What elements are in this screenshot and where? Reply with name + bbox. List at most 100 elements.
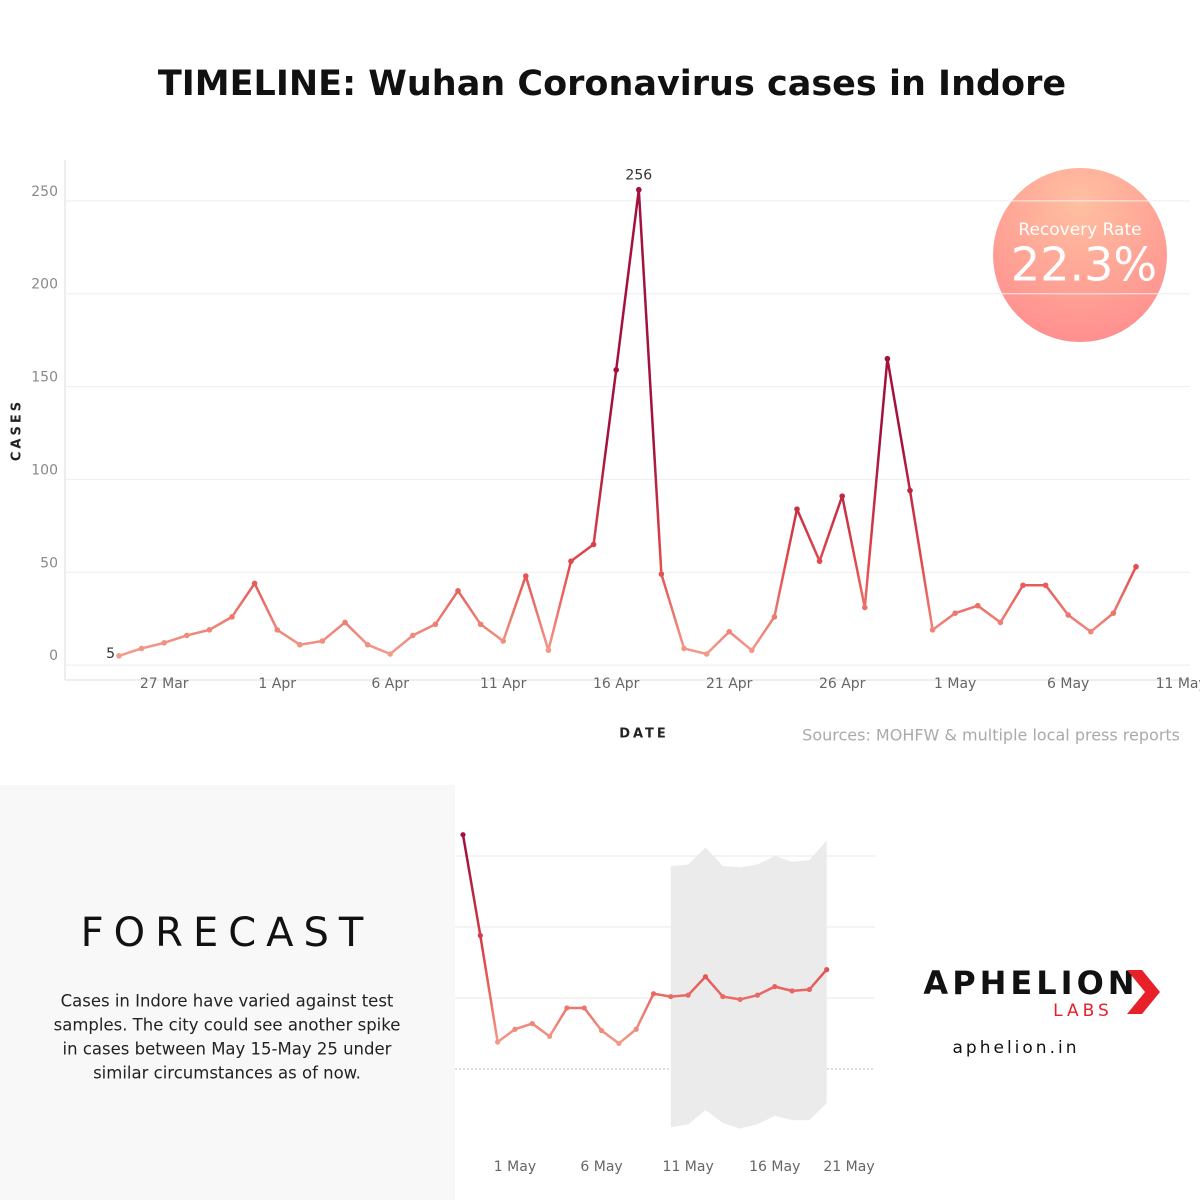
badge-label: Recovery Rate xyxy=(1018,220,1141,240)
point xyxy=(1020,582,1026,589)
point xyxy=(703,651,710,657)
point xyxy=(297,641,303,648)
x-tick-label: 6 May xyxy=(580,1159,622,1175)
data-label: 256 xyxy=(625,168,652,184)
point xyxy=(794,506,800,512)
point xyxy=(477,621,484,628)
x-tick-label: 16 Apr xyxy=(593,676,640,692)
point xyxy=(410,632,416,639)
point xyxy=(975,602,981,609)
point xyxy=(952,610,958,616)
point xyxy=(184,632,190,639)
y-tick-label: 50 xyxy=(40,555,58,571)
point xyxy=(907,487,913,494)
point xyxy=(789,988,795,994)
source: Sources: MOHFW & multiple local press re… xyxy=(802,726,1180,745)
x-tick-label: 1 May xyxy=(934,676,976,692)
y-tick-label: 250 xyxy=(31,184,58,200)
point xyxy=(685,992,691,998)
point xyxy=(364,641,371,648)
point xyxy=(495,1039,501,1045)
x-tick-label: 16 May xyxy=(749,1159,800,1175)
point xyxy=(862,604,868,611)
forecast-text: similar circumstances as of now. xyxy=(93,1064,361,1083)
point xyxy=(771,614,778,620)
x-axis-label: DATE xyxy=(619,727,669,742)
badge-value: 22.3% xyxy=(1011,238,1157,292)
point xyxy=(772,984,778,990)
point xyxy=(824,967,830,973)
point xyxy=(545,647,552,654)
forecast-chart xyxy=(455,832,875,1129)
forecast-panel-bg xyxy=(0,785,455,1200)
line xyxy=(461,834,828,1045)
point xyxy=(839,493,845,499)
point xyxy=(1088,628,1094,635)
point xyxy=(681,645,687,652)
x-tick-label: 6 May xyxy=(1047,676,1089,692)
point xyxy=(633,1026,639,1032)
point xyxy=(997,619,1004,626)
y-tick-label: 200 xyxy=(31,277,58,293)
forecast-text: in cases between May 15-May 25 under xyxy=(63,1040,392,1059)
x-tick-label: 1 May xyxy=(494,1159,536,1175)
point xyxy=(1042,582,1049,589)
point xyxy=(884,355,891,362)
x-tick-label: 26 Apr xyxy=(819,676,866,692)
point xyxy=(523,573,529,579)
logo-url: aphelion.in xyxy=(953,1038,1080,1058)
point xyxy=(161,640,167,646)
point xyxy=(616,1040,622,1047)
point xyxy=(206,627,213,633)
forecast-text: samples. The city could see another spik… xyxy=(54,1016,401,1035)
logo-sub: LABS xyxy=(1053,1001,1113,1021)
y-tick-label: 0 xyxy=(49,648,58,664)
point xyxy=(342,619,348,626)
y-tick-label: 150 xyxy=(31,370,58,386)
point xyxy=(726,628,732,635)
point xyxy=(116,653,122,659)
confidence-band xyxy=(670,840,827,1129)
point xyxy=(816,558,823,564)
point xyxy=(251,580,258,587)
point xyxy=(581,1005,587,1011)
point xyxy=(668,993,674,1000)
x-tick-label: 6 Apr xyxy=(371,676,409,692)
point xyxy=(500,638,507,644)
x-tick-label: 21 May xyxy=(823,1159,874,1175)
point xyxy=(477,932,483,939)
point xyxy=(754,992,761,998)
point xyxy=(529,1020,535,1027)
point xyxy=(547,1033,553,1039)
point xyxy=(590,541,597,548)
point xyxy=(658,571,665,577)
point xyxy=(1110,610,1117,616)
chart-title: TIMELINE: Wuhan Coronavirus cases in Ind… xyxy=(158,64,1066,104)
y-tick-label: 100 xyxy=(31,462,58,478)
point xyxy=(636,186,642,193)
data-label: 5 xyxy=(106,646,115,662)
x-tick-label: 27 Mar xyxy=(140,676,189,692)
line xyxy=(118,188,1138,658)
x-tick-label: 11 May xyxy=(663,1159,714,1175)
logo-name: APHELION xyxy=(923,964,1138,1002)
point xyxy=(737,996,743,1003)
point xyxy=(720,993,726,1000)
point xyxy=(274,627,281,633)
point xyxy=(1133,563,1139,570)
point xyxy=(138,645,145,652)
x-tick-label: 21 Apr xyxy=(706,676,753,692)
point xyxy=(568,558,574,564)
x-tick-label: 11 May xyxy=(1156,676,1200,692)
point xyxy=(319,638,326,644)
point xyxy=(749,647,755,654)
y-axis-label: CASES xyxy=(10,399,25,461)
point xyxy=(650,991,657,997)
point xyxy=(598,1028,605,1034)
forecast-text: Cases in Indore have varied against test xyxy=(61,992,394,1011)
point xyxy=(229,614,235,620)
forecast-heading: FORECAST xyxy=(81,910,374,956)
point xyxy=(1065,612,1071,618)
x-tick-label: 1 Apr xyxy=(258,676,296,692)
